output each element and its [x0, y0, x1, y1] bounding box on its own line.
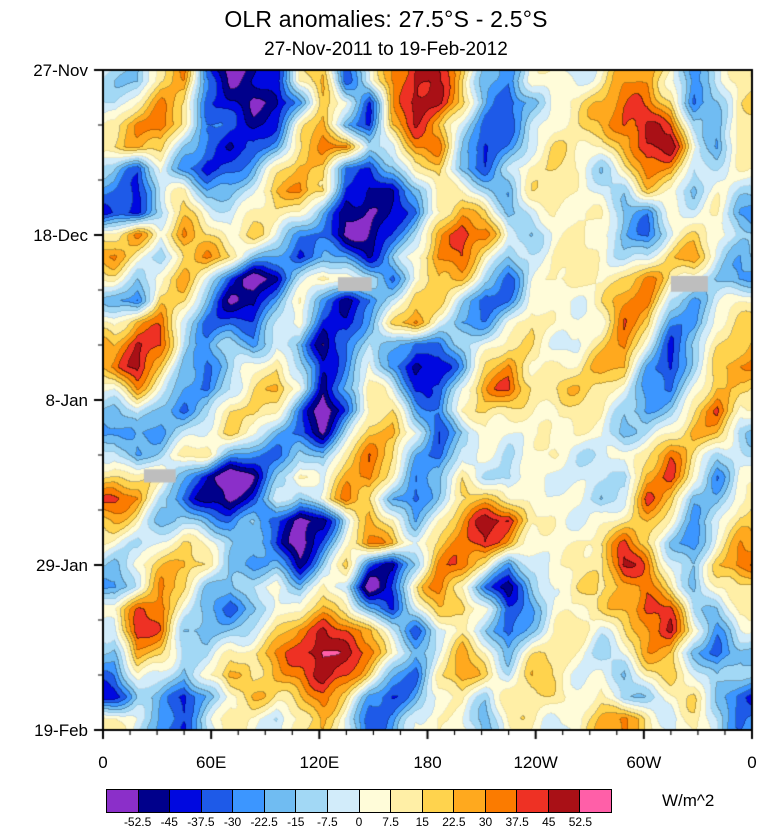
- colorbar-cell: [548, 790, 581, 812]
- colorbar-cell: [485, 790, 518, 812]
- colorbar-tick-label: -30: [223, 815, 242, 829]
- colorbar-cell: [264, 790, 297, 812]
- colorbar: [106, 789, 612, 813]
- colorbar-tick-label: 0: [355, 815, 363, 829]
- colorbar-cell: [170, 790, 202, 812]
- colorbar-tick-label: -37.5: [187, 815, 215, 829]
- x-tick-label: 60W: [626, 753, 662, 772]
- colorbar-tick-label: -15: [287, 815, 305, 829]
- colorbar-cell: [296, 790, 328, 812]
- colorbar-cell: [327, 790, 360, 812]
- y-tick-label: 19-Feb: [34, 721, 88, 740]
- x-tick-label: 180: [413, 753, 442, 772]
- colorbar-tick-label: 52.5: [568, 815, 593, 829]
- colorbar-cell: [580, 790, 611, 812]
- x-tick-label: 120E: [299, 753, 340, 772]
- x-tick-label: 0: [98, 753, 108, 772]
- colorbar-cell: [517, 790, 549, 812]
- colorbar-tick-label: 7.5: [382, 815, 399, 829]
- colorbar-cell: [138, 790, 171, 812]
- colorbar-tick-label: 22.5: [442, 815, 466, 829]
- chart-subtitle: 27-Nov-2011 to 19-Feb-2012: [264, 39, 508, 60]
- x-tick-label: 60E: [196, 753, 227, 772]
- y-tick-label: 27-Nov: [33, 61, 88, 80]
- colorbar-cell: [391, 790, 423, 812]
- colorbar-cell: [107, 790, 139, 812]
- colorbar-tick-label: 37.5: [505, 815, 529, 829]
- colorbar-tick-label: -7.5: [317, 815, 338, 829]
- colorbar-cell: [201, 790, 234, 812]
- colorbar-tick-label: 15: [415, 815, 429, 829]
- y-tick-label: 8-Jan: [45, 391, 88, 410]
- colorbar-cell: [454, 790, 486, 812]
- colorbar-tick-label: -22.5: [250, 815, 278, 829]
- units-label: W/m^2: [662, 791, 715, 810]
- y-tick-label: 18-Dec: [33, 226, 88, 245]
- colorbar-cell: [422, 790, 455, 812]
- x-tick-label: 120W: [513, 753, 558, 772]
- colorbar-tick-label: 30: [478, 815, 493, 829]
- y-tick-label: 29-Jan: [36, 556, 88, 575]
- colorbar-tick-label: 45: [542, 815, 556, 829]
- colorbar-tick-label: -45: [160, 815, 178, 829]
- colorbar-tick-label: -52.5: [123, 815, 152, 829]
- colorbar-cell: [233, 790, 265, 812]
- x-tick-label: 0: [747, 753, 757, 772]
- chart-title: OLR anomalies: 27.5°S - 2.5°S: [224, 6, 548, 32]
- colorbar-cell: [359, 790, 392, 812]
